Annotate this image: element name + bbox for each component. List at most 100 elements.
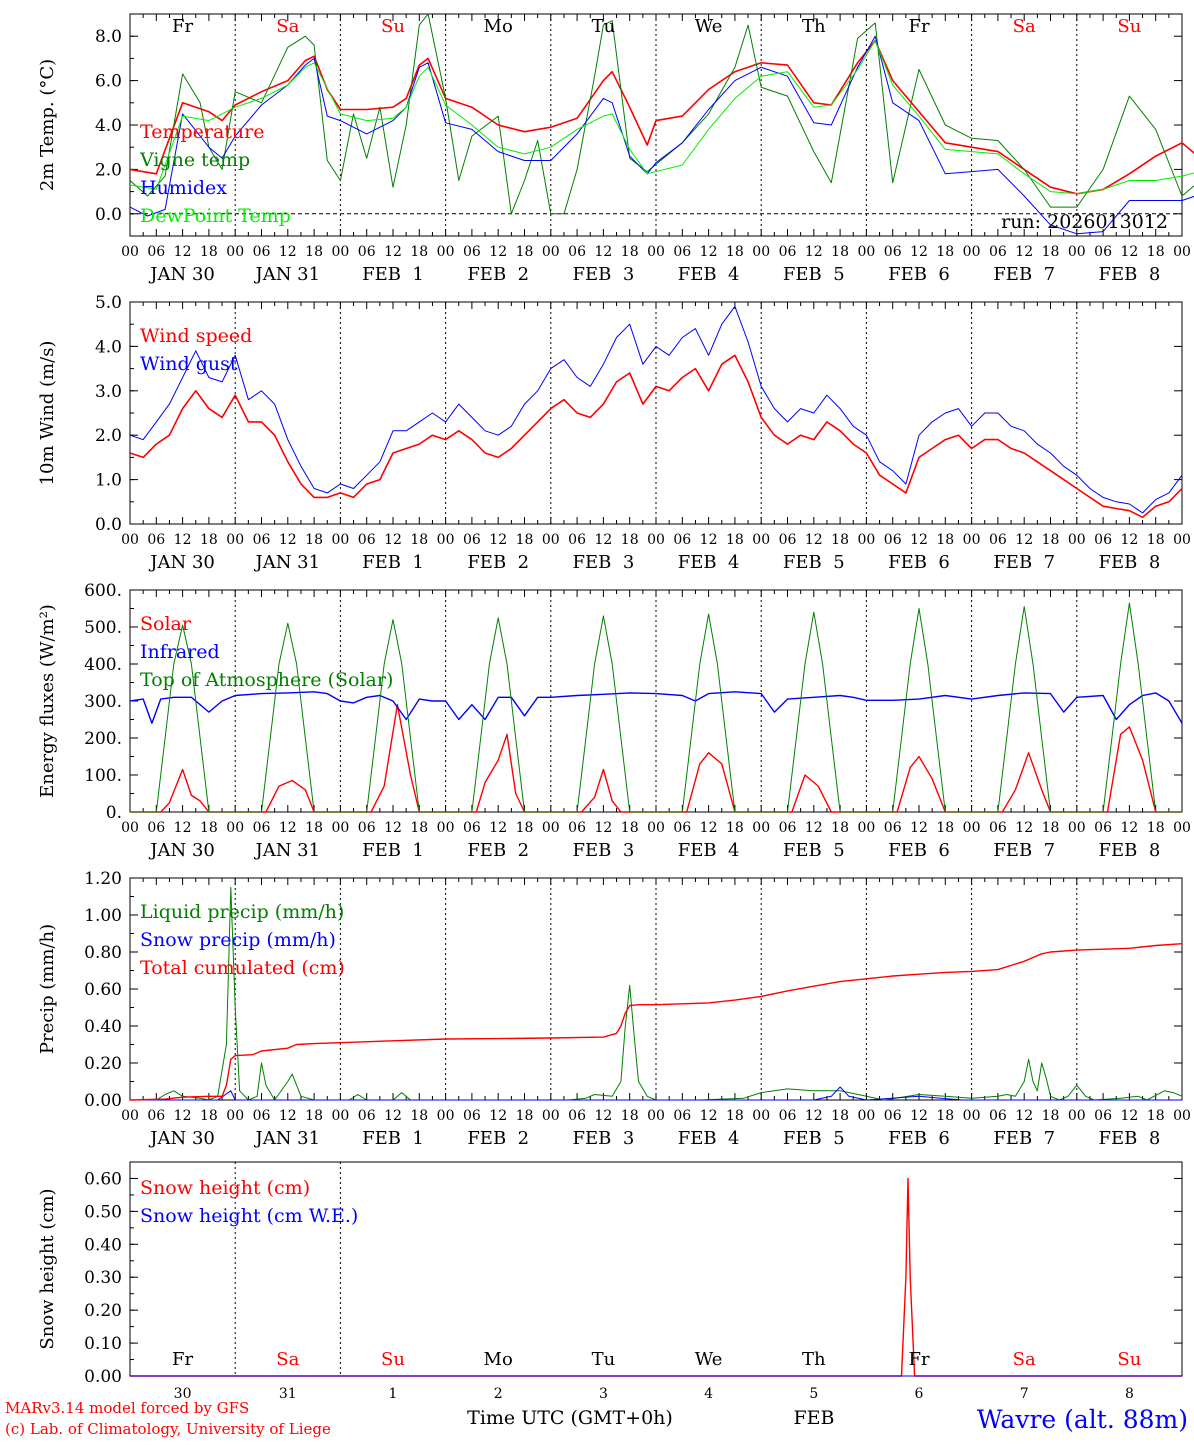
hour-tick-label: 06 [989,532,1007,548]
date-label: FEB 4 [678,840,740,861]
hour-tick-label: 00 [963,532,981,548]
hour-tick-label: 12 [700,244,718,260]
hour-tick-label: 00 [647,820,665,836]
hour-tick-label: 06 [884,820,902,836]
y-tick-label: 6.0 [95,72,122,92]
hour-tick-label: 06 [673,820,691,836]
hour-tick-label: 00 [647,532,665,548]
hour-tick-label: 18 [1147,1108,1165,1124]
hour-tick-label: 06 [147,1108,165,1124]
y-tick-label: 0.60 [84,980,122,1000]
y-tick-label: 0.30 [84,1268,122,1288]
hour-tick-label: 12 [594,244,612,260]
hour-tick-label: 12 [1015,244,1033,260]
hour-tick-label: 12 [805,532,823,548]
y-tick-label: 0.40 [84,1017,122,1037]
hour-tick-label: 12 [805,820,823,836]
series-line-infrared [129,691,1183,724]
hour-tick-label: 06 [1094,820,1112,836]
hour-tick-label: 12 [279,820,297,836]
legend-entry: Vigne temp [139,149,250,171]
y-tick-label: 4.0 [95,337,122,357]
weekday-label: Mo [484,16,513,37]
legend-entry: Solar [140,613,192,635]
hour-tick-label: 06 [989,820,1007,836]
hour-tick-label: 18 [200,244,218,260]
hour-tick-label: 06 [989,244,1007,260]
hour-tick-label: 06 [253,532,271,548]
y-tick-label: 300. [84,692,122,712]
hour-tick-label: 06 [673,532,691,548]
hour-tick-label: 00 [1068,532,1086,548]
hour-tick-label: 18 [410,820,428,836]
date-label: FEB 4 [678,552,740,573]
weekday-label: Fr [908,16,929,37]
hour-tick-label: 12 [805,1108,823,1124]
date-label: FEB 3 [573,552,635,573]
hour-tick-label: 00 [963,244,981,260]
weekday-label: Sa [1013,16,1036,37]
hour-tick-label: 06 [358,532,376,548]
y-tick-label: 500. [84,618,122,638]
hour-tick-label: 00 [121,244,139,260]
date-label: FEB 8 [1099,840,1161,861]
y-axis-label: Energy fluxes (W/m²) [37,604,58,798]
hour-tick-label: 18 [410,532,428,548]
hour-tick-label: 12 [805,244,823,260]
y-tick-label: 0.0 [95,515,122,535]
series-line-total-cumulated-cm- [129,943,1183,1101]
hour-tick-label: 12 [700,1108,718,1124]
location-label: Wavre (alt. 88m) [977,1405,1188,1434]
y-tick-label: 2.0 [95,160,122,180]
hour-tick-label: 18 [936,532,954,548]
hour-tick-label: 18 [936,244,954,260]
legend-entry: Liquid precip (mm/h) [140,901,344,923]
hour-tick-label: 00 [331,1108,349,1124]
bottom-day-number: 2 [494,1386,503,1402]
hour-tick-label: 06 [463,1108,481,1124]
hour-tick-label: 06 [147,244,165,260]
hour-tick-label: 06 [463,820,481,836]
y-tick-label: 0.00 [84,1091,122,1111]
hour-tick-label: 00 [331,244,349,260]
hour-tick-label: 18 [726,820,744,836]
hour-tick-label: 00 [437,820,455,836]
hour-tick-label: 00 [963,820,981,836]
hour-tick-label: 00 [1173,1108,1191,1124]
hour-tick-label: 18 [1042,820,1060,836]
x-axis-month: FEB [793,1407,834,1429]
y-tick-label: 0.50 [84,1202,122,1222]
weekday-label: Su [1117,1349,1141,1370]
series-line-humidex [129,35,1194,235]
hour-tick-label: 12 [174,244,192,260]
hour-tick-label: 18 [1042,532,1060,548]
hour-tick-label: 12 [594,820,612,836]
date-label: FEB 1 [362,1128,424,1149]
bottom-day-number: 8 [1125,1386,1134,1402]
hour-tick-label: 18 [831,1108,849,1124]
series-line-liquid-precip-mm-h- [130,886,1183,1101]
hour-tick-label: 00 [437,244,455,260]
hour-tick-label: 00 [752,1108,770,1124]
hour-tick-label: 12 [700,820,718,836]
date-label: JAN 30 [148,264,215,285]
hour-tick-label: 12 [1120,532,1138,548]
y-tick-label: 8.0 [95,27,122,47]
hour-tick-label: 06 [568,532,586,548]
weekday-label: Sa [1013,1349,1036,1370]
weekday-label: Sa [276,16,299,37]
series-line-solar [130,704,1182,813]
weekday-label: Fr [172,1349,193,1370]
bottom-day-number: 5 [809,1386,818,1402]
hour-tick-label: 00 [1068,1108,1086,1124]
hour-tick-label: 12 [1015,820,1033,836]
date-label: FEB 8 [1099,1128,1161,1149]
hour-tick-label: 06 [673,244,691,260]
hour-tick-label: 00 [647,244,665,260]
date-label: FEB 3 [573,840,635,861]
hour-tick-label: 18 [1147,532,1165,548]
hour-tick-label: 18 [516,820,534,836]
hour-tick-label: 18 [726,244,744,260]
date-label: FEB 7 [993,840,1055,861]
